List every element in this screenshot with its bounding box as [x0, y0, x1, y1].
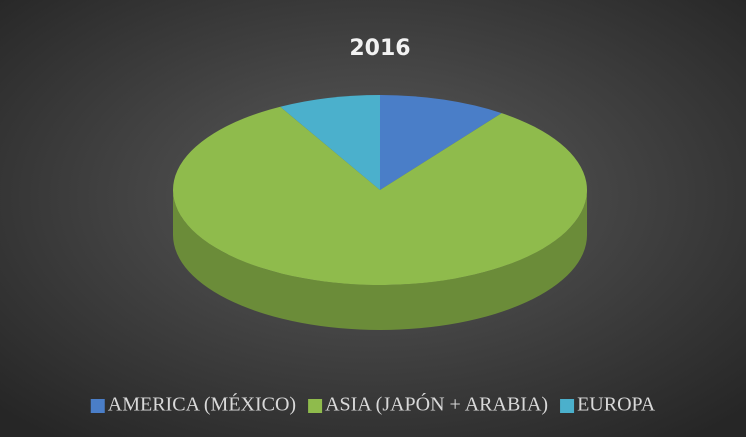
legend-label: ASIA (JAPÓN + ARABIA): [325, 392, 548, 416]
legend-item: ASIA (JAPÓN + ARABIA): [308, 392, 548, 416]
legend-item: EUROPA: [560, 394, 656, 416]
legend-label: EUROPA: [577, 394, 656, 416]
slice: [280, 95, 380, 190]
pie: [173, 95, 587, 330]
chart-title: 2016: [349, 36, 410, 61]
legend-swatch: [308, 399, 323, 413]
legend-item: AMERICA (MÉXICO): [90, 393, 296, 416]
slice: [173, 106, 587, 286]
legend-swatch: [560, 399, 575, 413]
legend-label: AMERICA (MÉXICO): [108, 393, 296, 416]
legend-swatch: [90, 399, 105, 413]
legend: AMERICA (MÉXICO) ASIA (JAPÓN + ARABIA) EUR…: [90, 392, 656, 416]
slice: [380, 95, 502, 190]
slice-side: [173, 190, 587, 330]
